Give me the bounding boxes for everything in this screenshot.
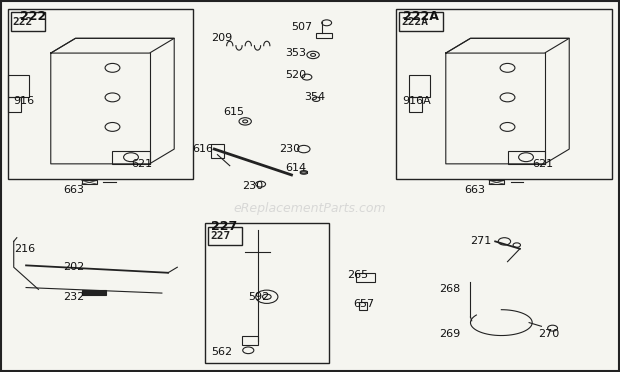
Bar <box>399 13 443 31</box>
Text: 616: 616 <box>193 144 214 154</box>
Text: 232: 232 <box>63 292 84 302</box>
Text: 353: 353 <box>285 48 306 58</box>
Bar <box>409 75 430 97</box>
Bar <box>508 151 544 164</box>
Text: 216: 216 <box>14 244 35 254</box>
Text: 227: 227 <box>211 220 237 233</box>
Text: 270: 270 <box>538 329 560 339</box>
Text: 592: 592 <box>248 292 270 302</box>
Text: 222: 222 <box>12 17 33 27</box>
Bar <box>205 223 329 363</box>
Text: 663: 663 <box>464 185 485 195</box>
Bar <box>82 291 106 295</box>
Bar <box>396 9 613 179</box>
Bar <box>356 273 375 282</box>
Bar <box>316 33 332 38</box>
Text: eReplacementParts.com: eReplacementParts.com <box>234 202 386 215</box>
Bar <box>360 302 367 310</box>
Text: 227: 227 <box>210 231 230 241</box>
Text: 354: 354 <box>304 92 325 102</box>
Text: 657: 657 <box>353 299 374 309</box>
Bar <box>208 227 242 245</box>
Text: 271: 271 <box>471 236 492 246</box>
Text: 562: 562 <box>211 347 232 357</box>
Text: 269: 269 <box>440 329 461 339</box>
Bar <box>7 9 193 179</box>
Bar <box>7 75 29 97</box>
Bar <box>11 13 45 31</box>
Text: 222A: 222A <box>401 17 428 27</box>
Text: 209: 209 <box>211 33 232 43</box>
Bar <box>211 144 224 158</box>
Text: 230: 230 <box>242 181 264 191</box>
Text: 222: 222 <box>20 10 46 23</box>
Text: 520: 520 <box>285 70 306 80</box>
Text: 621: 621 <box>131 159 152 169</box>
Text: 621: 621 <box>532 159 553 169</box>
Bar <box>112 151 149 164</box>
Text: 663: 663 <box>63 185 84 195</box>
Bar <box>7 97 21 112</box>
Text: 222A: 222A <box>402 10 438 23</box>
Text: 202: 202 <box>63 262 84 272</box>
Text: 507: 507 <box>291 22 312 32</box>
Bar <box>409 97 422 112</box>
Bar <box>82 180 97 184</box>
Text: 615: 615 <box>224 107 244 117</box>
Text: 916A: 916A <box>402 96 432 106</box>
Text: 614: 614 <box>285 163 306 173</box>
Bar <box>242 336 257 345</box>
Bar <box>489 180 505 184</box>
Text: 265: 265 <box>347 270 368 280</box>
Text: 230: 230 <box>279 144 300 154</box>
Text: 268: 268 <box>440 284 461 294</box>
Text: 916: 916 <box>14 96 35 106</box>
